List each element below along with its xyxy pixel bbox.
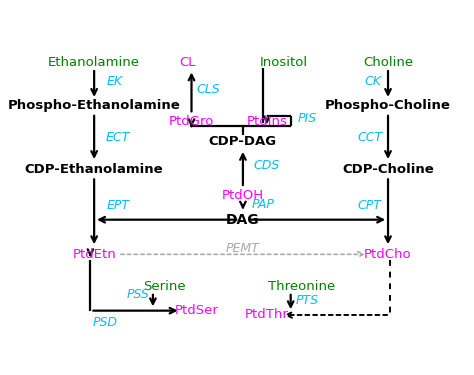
Text: PtdOH: PtdOH	[222, 189, 264, 202]
Text: PSD: PSD	[93, 316, 118, 329]
Text: CCT: CCT	[357, 131, 382, 144]
Text: PIS: PIS	[298, 112, 317, 125]
Text: CPT: CPT	[358, 200, 382, 213]
Text: PEMT: PEMT	[226, 242, 260, 255]
Text: CL: CL	[180, 56, 196, 69]
Text: PtdCho: PtdCho	[364, 248, 412, 261]
Text: Phospho-Ethanolamine: Phospho-Ethanolamine	[8, 99, 181, 112]
Text: CLS: CLS	[196, 82, 220, 96]
Text: Choline: Choline	[363, 56, 413, 69]
Text: PtdGro: PtdGro	[169, 115, 214, 128]
Text: PtdEtn: PtdEtn	[72, 248, 116, 261]
Text: CDS: CDS	[254, 159, 280, 172]
Text: EK: EK	[106, 75, 122, 88]
Text: DAG: DAG	[226, 213, 260, 227]
Text: ECT: ECT	[106, 131, 130, 144]
Text: CK: CK	[365, 75, 382, 88]
Text: EPT: EPT	[107, 200, 129, 213]
Text: Phospho-Choline: Phospho-Choline	[325, 99, 451, 112]
Text: PAP: PAP	[252, 198, 274, 211]
Text: Inositol: Inositol	[259, 56, 308, 69]
Text: Ethanolamine: Ethanolamine	[48, 56, 140, 69]
Text: PtdSer: PtdSer	[175, 304, 219, 317]
Text: PtdThr: PtdThr	[245, 309, 289, 321]
Text: PTS: PTS	[296, 294, 319, 307]
Text: CDP-Choline: CDP-Choline	[342, 163, 434, 176]
Text: PtdIns: PtdIns	[246, 115, 287, 128]
Text: Threonine: Threonine	[268, 280, 335, 292]
Text: CDP-Ethanolamine: CDP-Ethanolamine	[25, 163, 164, 176]
Text: PSS: PSS	[127, 288, 150, 301]
Text: Serine: Serine	[143, 280, 185, 292]
Text: CDP-DAG: CDP-DAG	[209, 135, 277, 148]
